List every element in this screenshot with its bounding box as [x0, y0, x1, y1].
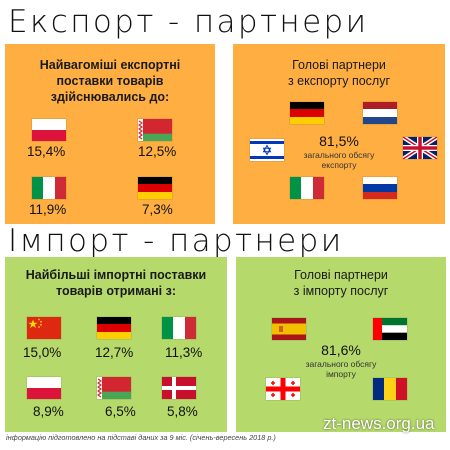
import-value-denmark: 5,8% — [167, 404, 198, 419]
germany-flag — [138, 177, 172, 199]
title-line: товарів отримані з: — [55, 284, 176, 298]
export-goods-card: Найвагоміші експортні поставки товарів з… — [5, 44, 215, 224]
export-value-poland: 15,4% — [27, 144, 66, 159]
italy-flag — [290, 177, 324, 199]
italy-flag — [32, 177, 66, 199]
title-line: Найвагоміші експортні — [39, 58, 181, 72]
germany-flag — [290, 102, 324, 124]
poland-flag — [27, 377, 61, 399]
export-value-germany: 7,3% — [142, 202, 173, 217]
import-value-germany: 12,7% — [95, 345, 134, 360]
title-line: з експорту послуг — [287, 74, 391, 88]
title-line: Голові партнери — [292, 58, 386, 72]
import-services-title: Голові партнери з імпорту послуг — [236, 267, 446, 299]
export-partners-heading: Експорт - партнери — [8, 4, 369, 40]
georgia-flag — [266, 378, 300, 400]
title-line: здійснювались до: — [50, 90, 170, 104]
note-line: загального обсягу — [303, 150, 375, 160]
watermark: zt-news.org.ua — [323, 414, 435, 433]
title-line: поставки товарів — [56, 74, 164, 88]
italy-flag — [162, 317, 196, 339]
note-line: експорту — [321, 160, 357, 170]
footnote: інформацію підготовлено на підставі дани… — [6, 433, 276, 442]
denmark-flag — [162, 377, 196, 399]
spain-flag — [272, 318, 306, 340]
title-line: Голові партнери — [294, 268, 388, 282]
export-value-italy: 11,9% — [29, 202, 67, 217]
romania-flag — [373, 378, 407, 400]
netherlands-flag — [363, 102, 397, 124]
belarus-flag — [97, 377, 131, 399]
germany-flag — [97, 317, 131, 339]
note-line: імпорту — [326, 369, 356, 379]
note-line: загального обсягу — [305, 359, 377, 369]
import-value-italy: 11,3% — [165, 345, 203, 360]
import-goods-title: Найбільші імпортні поставки товарів отри… — [5, 267, 227, 299]
belarus-flag — [138, 119, 172, 141]
export-services-card: Голові партнери з експорту послуг 81,5% … — [233, 44, 445, 224]
import-value-poland: 8,9% — [33, 404, 64, 419]
export-services-total: 81,5% — [319, 133, 359, 149]
import-services-note: загального обсягу імпорту — [291, 359, 391, 379]
import-value-belarus: 6,5% — [105, 404, 136, 419]
export-goods-title: Найвагоміші експортні поставки товарів з… — [5, 57, 215, 105]
export-services-note: загального обсягу експорту — [289, 150, 389, 170]
uk-flag — [403, 137, 437, 159]
title-line: з імпорту послуг — [293, 284, 389, 298]
import-services-card: Голові партнери з імпорту послуг 81,6% з… — [236, 257, 446, 432]
export-services-title: Голові партнери з експорту послуг — [233, 57, 445, 89]
russia-flag — [363, 177, 397, 199]
israel-flag — [250, 139, 284, 161]
import-services-total: 81,6% — [321, 342, 361, 358]
import-partners-heading: Імпорт - партнери — [8, 223, 344, 259]
import-value-china: 15,0% — [23, 345, 62, 360]
import-goods-card: Найбільші імпортні поставки товарів отри… — [5, 257, 227, 432]
title-line: Найбільші імпортні поставки — [25, 268, 207, 282]
china-flag — [27, 317, 61, 339]
poland-flag — [32, 119, 66, 141]
export-value-belarus: 12,5% — [138, 144, 177, 159]
uae-flag — [373, 318, 407, 340]
